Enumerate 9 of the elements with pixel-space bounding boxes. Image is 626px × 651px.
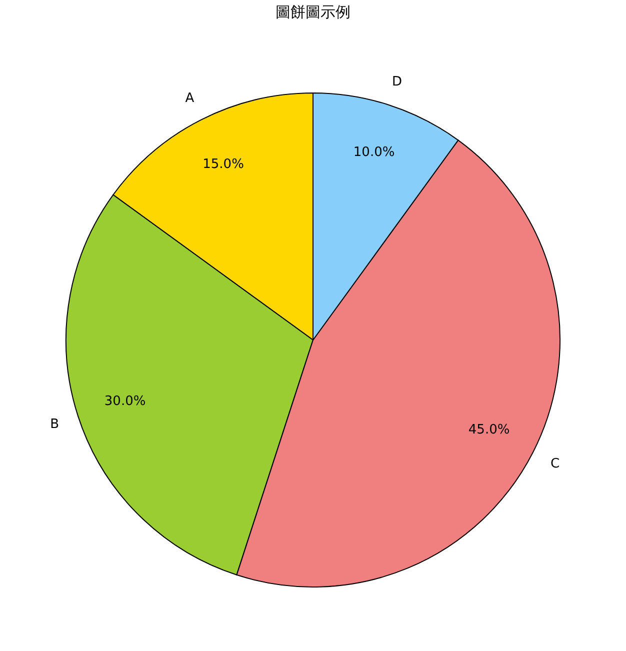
chart-title: 圖餅圖示例: [276, 3, 350, 21]
slice-label: C: [550, 456, 560, 472]
data-label: 30.0%: [104, 394, 146, 410]
slice-label: D: [392, 74, 402, 90]
data-label: 15.0%: [202, 156, 244, 172]
data-label: 10.0%: [353, 145, 395, 160]
slice-label: B: [50, 416, 60, 432]
data-label: 45.0%: [468, 422, 510, 438]
slice-label: A: [185, 90, 194, 106]
